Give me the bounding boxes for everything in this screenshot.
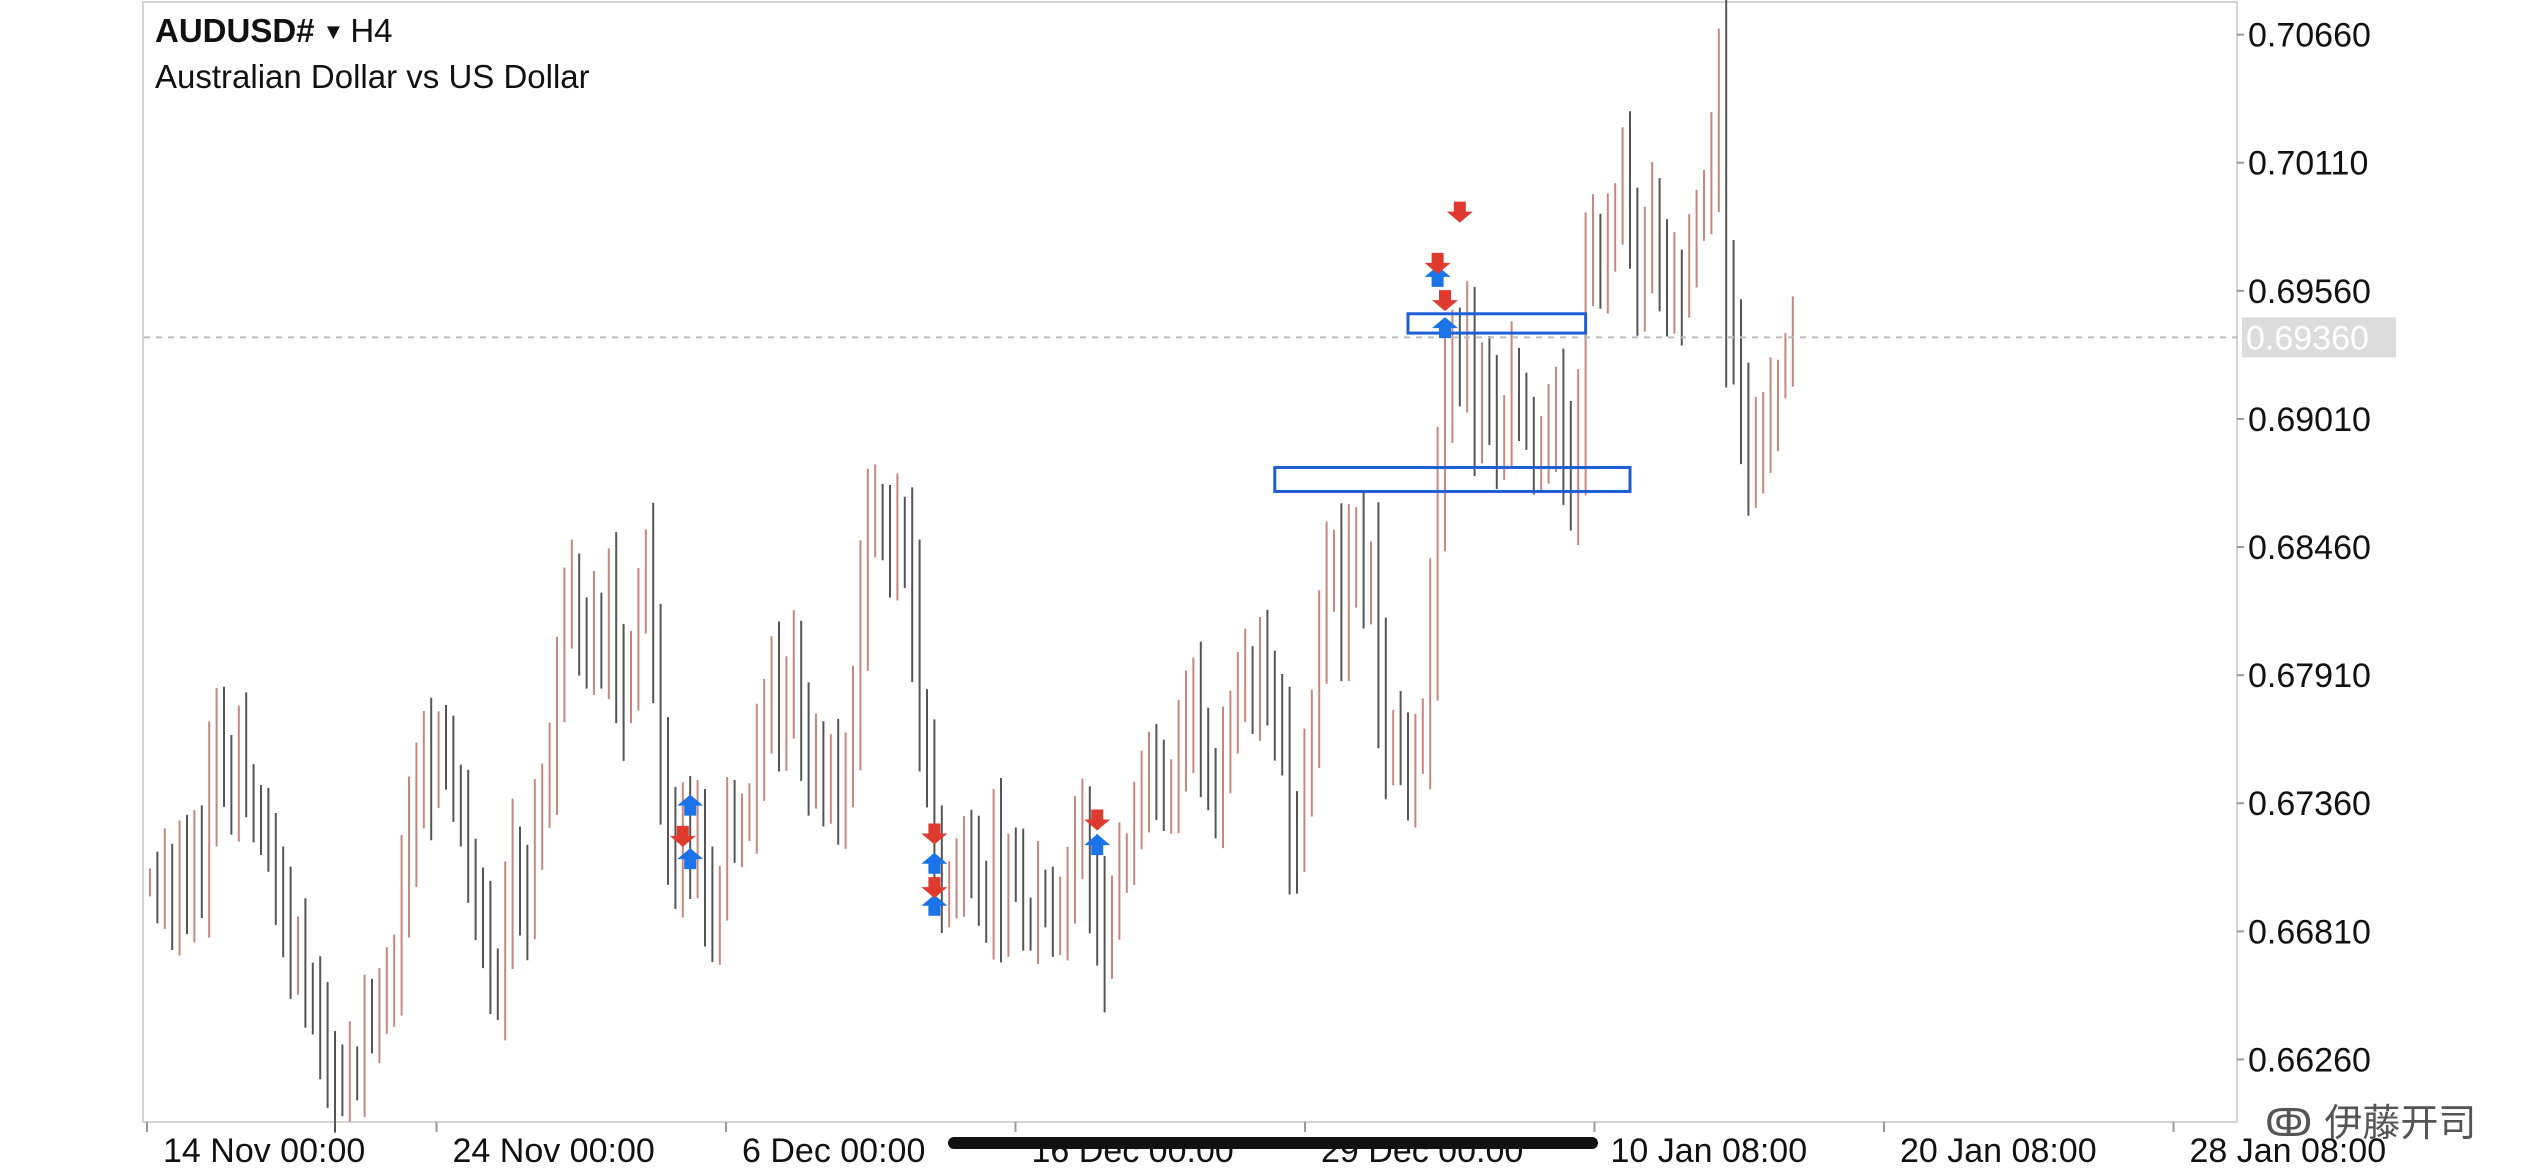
y-tick-label: 0.66260 [2248, 1041, 2371, 1079]
x-tick-label: 20 Jan 08:00 [1900, 1132, 2097, 1170]
signal-arrows [669, 201, 1473, 916]
watermark-text: 伊藤开司 [2324, 1101, 2477, 1145]
y-tick-label: 0.70660 [2248, 17, 2371, 55]
up-arrow-icon [921, 852, 948, 874]
current-price-label: 0.69360 [2246, 319, 2369, 357]
x-tick-label: 14 Nov 00:00 [163, 1132, 365, 1170]
down-arrow-icon [921, 823, 948, 845]
x-tick-label: 24 Nov 00:00 [453, 1132, 655, 1170]
up-arrow-icon [1084, 834, 1111, 856]
down-arrow-icon [1084, 809, 1111, 831]
timeframe-label[interactable]: H4 [350, 12, 393, 49]
logo-icon: ↂ [2265, 1101, 2313, 1145]
watermark: ↂ 伊藤开司 [2265, 1092, 2476, 1147]
plot-area-border [142, 1, 2238, 1123]
y-tick-label: 0.66810 [2248, 913, 2371, 951]
symbol-label[interactable]: AUDUSD# [155, 12, 315, 49]
chart-header: AUDUSD# ▼ H4 [155, 14, 393, 47]
up-arrow-icon [1424, 265, 1451, 287]
y-tick-label: 0.67910 [2248, 657, 2371, 695]
y-tick-label: 0.67360 [2248, 785, 2371, 823]
triangle-down-icon[interactable]: ▼ [322, 19, 345, 44]
y-tick-label: 0.69010 [2248, 401, 2371, 439]
zone-rectangle[interactable] [1273, 465, 1632, 493]
zone-rectangle[interactable] [1406, 312, 1588, 335]
symbol-description: Australian Dollar vs US Dollar [155, 58, 590, 95]
down-arrow-icon [1424, 252, 1451, 274]
x-tick-label: 28 Jan 08:00 [2190, 1132, 2387, 1170]
down-arrow-icon [921, 877, 948, 899]
x-tick-label: 10 Jan 08:00 [1611, 1132, 1808, 1170]
up-arrow-icon [677, 848, 704, 870]
home-indicator[interactable] [948, 1137, 1598, 1149]
up-arrow-icon [677, 794, 704, 816]
down-arrow-icon [1432, 290, 1458, 312]
ohlc-bars [149, 0, 1794, 1133]
x-tick-label: 6 Dec 00:00 [742, 1132, 925, 1170]
up-arrow-icon [921, 894, 948, 916]
y-tick-label: 0.68460 [2248, 529, 2371, 567]
y-tick-label: 0.70110 [2248, 145, 2368, 183]
y-tick-label: 0.69560 [2248, 273, 2371, 311]
down-arrow-icon [669, 825, 696, 847]
down-arrow-icon [1446, 201, 1473, 223]
price-axis[interactable]: 0.70660 0.70110 0.69560 0.69010 0.68460 0.679… [2237, 17, 2371, 1080]
zone-rectangles[interactable] [1273, 312, 1632, 493]
current-price-label-bg [2242, 317, 2396, 358]
up-arrow-icon [1432, 317, 1458, 339]
